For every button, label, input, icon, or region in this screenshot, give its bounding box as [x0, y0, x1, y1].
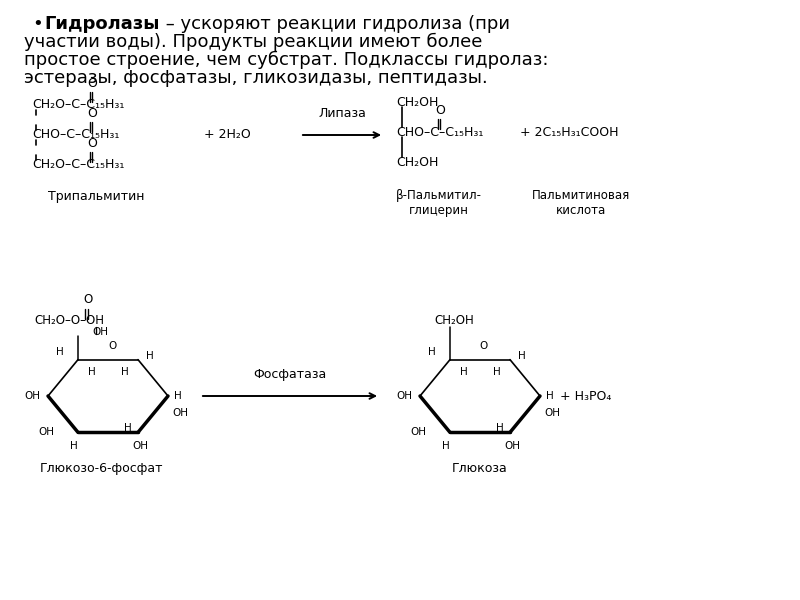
Text: Гидролазы: Гидролазы	[44, 15, 159, 33]
Text: простое строение, чем субстрат. Подклассы гидролаз:: простое строение, чем субстрат. Подкласс…	[24, 51, 549, 69]
Text: OH: OH	[410, 427, 426, 437]
Text: O: O	[435, 104, 445, 117]
Text: OH: OH	[38, 427, 54, 437]
Text: O: O	[87, 137, 97, 150]
Text: H: H	[518, 351, 526, 361]
Text: CH₂OH: CH₂OH	[396, 95, 438, 109]
Text: H: H	[121, 367, 128, 377]
Text: H: H	[496, 422, 504, 433]
Text: OH: OH	[93, 326, 109, 337]
Text: OH: OH	[504, 442, 520, 451]
Text: O: O	[87, 77, 97, 90]
Text: CHO–C–C₁₅H₃₁: CHO–C–C₁₅H₃₁	[32, 128, 119, 142]
Text: H: H	[124, 422, 131, 433]
Text: CH₂O–C–C₁₅H₃₁: CH₂O–C–C₁₅H₃₁	[32, 98, 124, 112]
Text: H: H	[493, 367, 501, 377]
Text: H: H	[428, 347, 435, 358]
Text: H: H	[146, 351, 154, 361]
Text: β-Пальмитил-
глицерин: β-Пальмитил- глицерин	[396, 189, 482, 217]
Text: участии воды). Продукты реакции имеют более: участии воды). Продукты реакции имеют бо…	[24, 33, 482, 51]
Text: CH₂O–O–OH: CH₂O–O–OH	[34, 314, 104, 327]
Text: + 2C₁₅H₃₁COOH: + 2C₁₅H₃₁COOH	[520, 125, 618, 139]
Text: •: •	[32, 15, 42, 33]
Text: + H₃PO₄: + H₃PO₄	[560, 389, 611, 403]
Text: H: H	[174, 391, 182, 401]
Text: Пальмитиновая
кислота: Пальмитиновая кислота	[532, 189, 630, 217]
Text: O: O	[83, 293, 92, 305]
Text: CHO–C–C₁₅H₃₁: CHO–C–C₁₅H₃₁	[396, 125, 483, 139]
Text: Липаза: Липаза	[318, 107, 366, 120]
Text: H: H	[88, 367, 95, 377]
Text: H: H	[459, 367, 467, 377]
Text: OH: OH	[544, 408, 560, 418]
Text: H: H	[442, 442, 450, 451]
Text: OH: OH	[24, 391, 40, 401]
Text: OH: OH	[396, 391, 412, 401]
Text: H: H	[56, 347, 64, 358]
Text: OH: OH	[133, 442, 149, 451]
Text: OH: OH	[172, 408, 188, 418]
Text: + 2H₂O: + 2H₂O	[204, 128, 250, 142]
Text: H: H	[70, 442, 78, 451]
Text: Глюкоза: Глюкоза	[452, 462, 508, 475]
Text: O: O	[87, 107, 97, 120]
Text: H: H	[546, 391, 554, 401]
Text: CH₂OH: CH₂OH	[396, 155, 438, 169]
Text: CH₂OH: CH₂OH	[434, 314, 474, 327]
Text: Фосфатаза: Фосфатаза	[254, 368, 326, 381]
Text: эстеразы, фосфатазы, гликозидазы, пептидазы.: эстеразы, фосфатазы, гликозидазы, пептид…	[24, 69, 488, 87]
Text: Трипальмитин: Трипальмитин	[48, 190, 145, 203]
Text: CH₂O–C–C₁₅H₃₁: CH₂O–C–C₁₅H₃₁	[32, 158, 124, 172]
Text: O: O	[480, 341, 488, 351]
Text: Глюкозо-6-фосфат: Глюкозо-6-фосфат	[40, 462, 163, 475]
Text: O: O	[108, 341, 116, 351]
Text: – ускоряют реакции гидролиза (при: – ускоряют реакции гидролиза (при	[160, 15, 510, 33]
